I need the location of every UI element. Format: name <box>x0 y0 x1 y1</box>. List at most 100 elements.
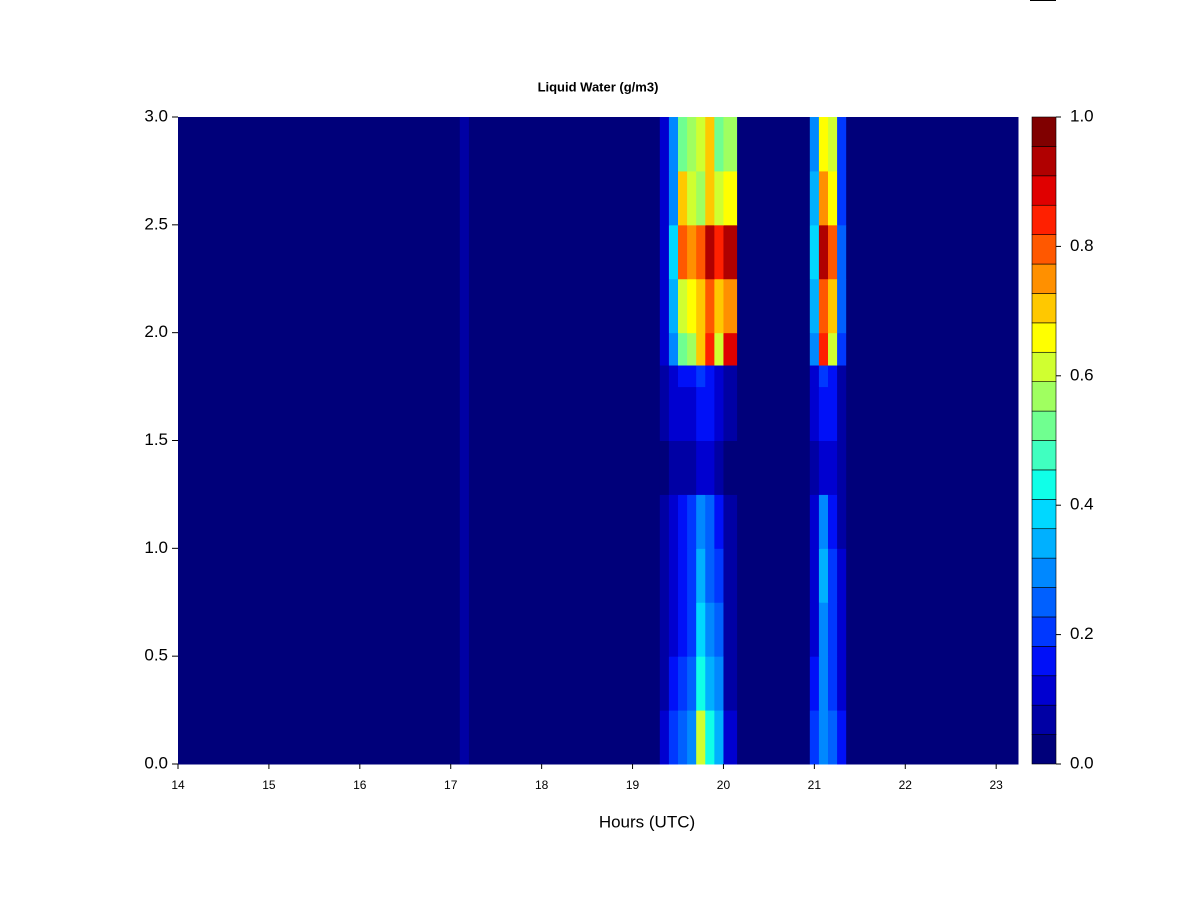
heatmap-cell <box>696 170 706 226</box>
x-tick-label: 15 <box>262 778 276 792</box>
colorbar-box <box>1031 263 1057 294</box>
heatmap-cell <box>846 494 1019 549</box>
heatmap-cell <box>737 494 811 549</box>
heatmap-cell <box>468 494 661 549</box>
heatmap-cell <box>696 602 706 657</box>
heatmap-cell <box>818 278 829 334</box>
heatmap-cell <box>737 656 811 711</box>
colorbar-box <box>1031 175 1057 206</box>
y-tick-label: 3.0 <box>144 106 168 125</box>
colorbar-box <box>1031 116 1057 147</box>
heatmap-cell <box>737 170 811 226</box>
heatmap-cell <box>468 656 661 711</box>
heatmap-cell <box>659 332 670 366</box>
heatmap-cell <box>828 440 838 495</box>
x-tick-label: 20 <box>717 778 731 792</box>
heatmap-cell <box>459 170 470 226</box>
heatmap-cell <box>828 710 838 765</box>
heatmap-cell <box>828 224 838 280</box>
heatmap-cell <box>828 494 838 549</box>
heatmap-cell <box>828 386 838 441</box>
heatmap-cell <box>468 170 661 226</box>
heatmap-cell <box>459 656 470 711</box>
heatmap-cell <box>459 224 470 280</box>
heatmap-cell <box>809 494 820 549</box>
heatmap-cell <box>659 494 670 549</box>
heatmap-cell <box>737 440 811 495</box>
heatmap-cell <box>459 494 470 549</box>
heatmap-cell <box>705 117 715 172</box>
colorbar-box <box>1031 734 1057 765</box>
colorbar-box <box>1031 381 1057 412</box>
heatmap-cell <box>837 117 847 172</box>
heatmap-cell <box>696 656 706 711</box>
heatmap-cell <box>705 710 715 765</box>
heatmap-cell <box>468 548 661 603</box>
heatmap-cell <box>668 278 679 334</box>
heatmap-cell <box>659 224 670 280</box>
colorbar-box <box>1031 410 1057 441</box>
heatmap-cell <box>468 710 661 765</box>
heatmap-cell <box>714 440 724 495</box>
heatmap-cell <box>846 440 1019 495</box>
heatmap-cell <box>828 365 838 388</box>
heatmap-cell <box>459 710 470 765</box>
heatmap-cell <box>678 602 688 657</box>
heatmap-cell <box>696 440 706 495</box>
y-tick-label: 2.0 <box>144 322 168 341</box>
heatmap-cell <box>818 602 829 657</box>
colorbar-box <box>1031 351 1057 382</box>
heatmap-cell <box>468 386 661 441</box>
heatmap-cell <box>714 224 724 280</box>
x-tick-label: 22 <box>899 778 913 792</box>
heatmap-cell <box>678 494 688 549</box>
heatmap-cell <box>668 117 679 172</box>
heatmap-cell <box>809 440 820 495</box>
heatmap-cell <box>846 386 1019 441</box>
colorbar-tick-label: 0.8 <box>1070 236 1094 255</box>
heatmap-cell <box>687 332 697 366</box>
heatmap-cell <box>723 170 738 226</box>
heatmap-cell <box>818 170 829 226</box>
heatmap-cell <box>705 170 715 226</box>
heatmap-cell <box>687 365 697 388</box>
colorbar-tick-label: 1.0 <box>1070 106 1094 125</box>
heatmap-cell <box>737 602 811 657</box>
heatmap-cell <box>668 548 679 603</box>
heatmap-cell <box>809 332 820 366</box>
heatmap-cell <box>846 170 1019 226</box>
heatmap-cell <box>723 548 738 603</box>
heatmap-cell <box>714 548 724 603</box>
heatmap-cell <box>837 278 847 334</box>
heatmap-cell <box>178 494 461 549</box>
heatmap-cell <box>714 365 724 388</box>
heatmap-cell <box>818 365 829 388</box>
heatmap-cell <box>659 278 670 334</box>
heatmap-cell <box>723 224 738 280</box>
heatmap-cell <box>705 224 715 280</box>
heatmap-cell <box>687 656 697 711</box>
heatmap-cell <box>468 117 661 172</box>
heatmap-cell <box>687 602 697 657</box>
heatmap-cell <box>668 170 679 226</box>
heatmap-cell <box>468 332 661 366</box>
heatmap-cell <box>723 365 738 388</box>
colorbar-box <box>1031 616 1057 647</box>
heatmap-cell <box>705 332 715 366</box>
heatmap-cell <box>668 494 679 549</box>
heatmap-cell <box>723 494 738 549</box>
heatmap-cell <box>818 332 829 366</box>
heatmap-cell <box>178 602 461 657</box>
heatmap-cell <box>178 278 461 334</box>
heatmap-cell <box>846 602 1019 657</box>
heatmap-cell <box>678 170 688 226</box>
heatmap-cell <box>696 710 706 765</box>
heatmap-cell <box>659 386 670 441</box>
heatmap-cell <box>678 332 688 366</box>
heatmap-cell <box>846 224 1019 280</box>
heatmap-cell <box>809 602 820 657</box>
colorbar-box <box>1031 293 1057 324</box>
heatmap-cell <box>705 494 715 549</box>
heatmap-cell <box>678 278 688 334</box>
